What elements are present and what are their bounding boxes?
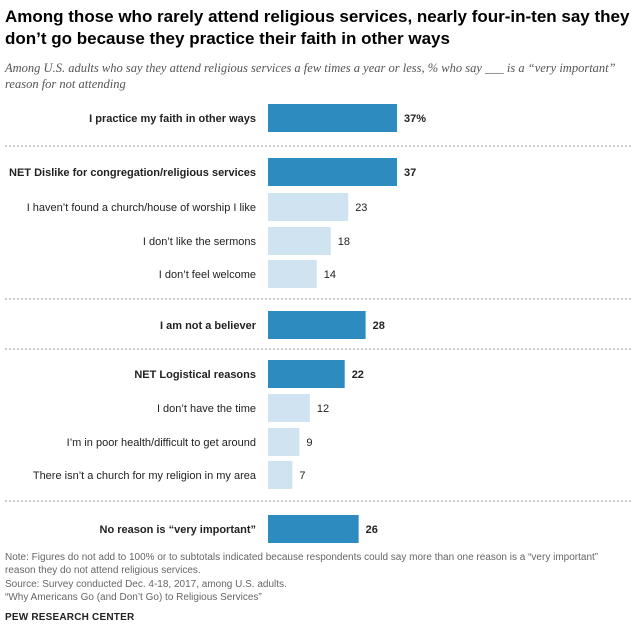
bar	[268, 311, 366, 339]
bar	[268, 360, 345, 388]
category-label: I haven’t found a church/house of worshi…	[27, 202, 256, 214]
data-label: 14	[324, 269, 336, 281]
bar	[268, 260, 317, 288]
data-label: 37	[404, 167, 416, 179]
category-label: I’m in poor health/difficult to get arou…	[67, 437, 256, 449]
bar	[268, 227, 331, 255]
data-label: 18	[338, 236, 350, 248]
bar	[268, 394, 310, 422]
bar	[268, 461, 293, 489]
category-label: No reason is “very important”	[100, 524, 257, 536]
category-label: I don’t feel welcome	[159, 269, 256, 281]
category-label: NET Dislike for congregation/religious s…	[9, 167, 256, 179]
category-label: There isn’t a church for my religion in …	[33, 470, 257, 482]
footer-note: Note: Figures do not add to 100% or to s…	[5, 552, 599, 576]
bar	[268, 104, 397, 132]
footer-source: Source: Survey conducted Dec. 4-18, 2017…	[5, 579, 287, 590]
data-label: 12	[317, 403, 329, 415]
category-label: I am not a believer	[160, 320, 257, 332]
chart-subtitle: Among U.S. adults who say they attend re…	[5, 61, 616, 91]
bar	[268, 193, 349, 221]
category-label: NET Logistical reasons	[134, 369, 256, 381]
data-label: 23	[355, 202, 367, 214]
data-label: 22	[352, 369, 364, 381]
bar	[268, 158, 397, 186]
data-label: 9	[306, 437, 312, 449]
data-label: 37%	[404, 113, 426, 125]
bar	[268, 428, 300, 456]
footer-report: “Why Americans Go (and Don’t Go) to Reli…	[5, 592, 262, 603]
data-label: 28	[373, 320, 385, 332]
category-label: I practice my faith in other ways	[89, 113, 256, 125]
chart-title: Among those who rarely attend religious …	[5, 7, 630, 48]
pew-logo-text: PEW RESEARCH CENTER	[5, 612, 135, 623]
bar	[268, 515, 359, 543]
category-label: I don’t have the time	[157, 403, 256, 415]
data-label: 7	[299, 470, 305, 482]
data-label: 26	[366, 524, 378, 536]
category-label: I don’t like the sermons	[143, 236, 257, 248]
